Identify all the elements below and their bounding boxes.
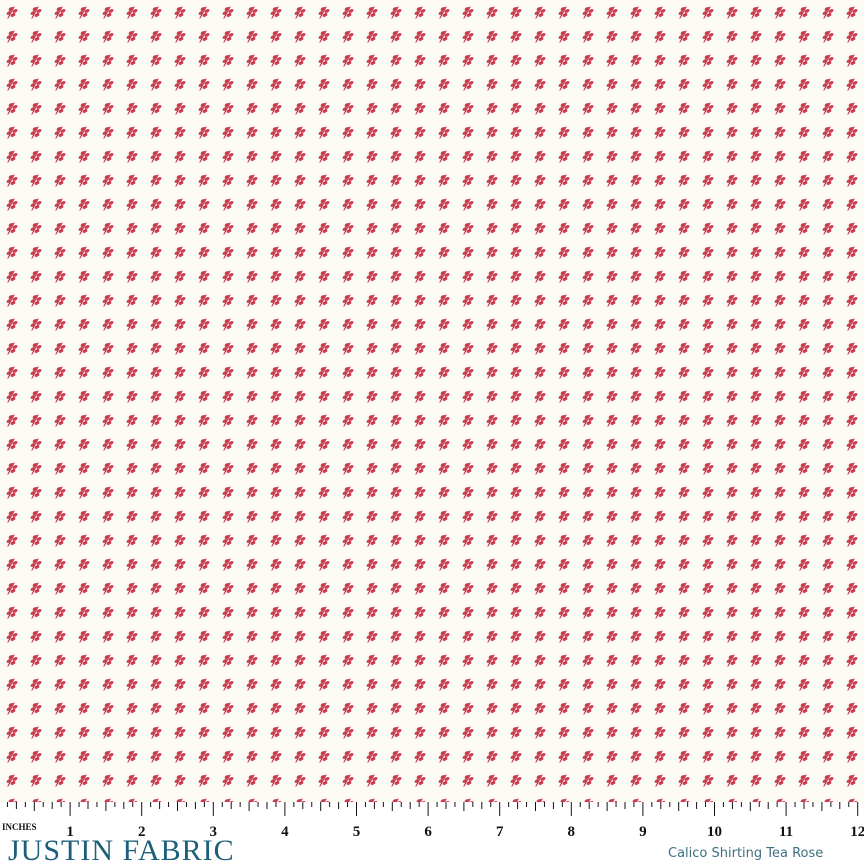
fabric-pattern [0,0,864,802]
ruler-label: 10 [707,824,722,840]
ruler-label: 12 [850,824,864,840]
ruler-label: 5 [353,824,361,840]
ruler-band [0,802,864,864]
ruler-label: 1 [66,824,74,840]
ruler-label: 3 [210,824,218,840]
fabric-caption: Calico Shirting Tea Rose [668,846,823,861]
brand-logo: JUSTIN FABRIC [8,834,235,864]
ruler-label: 4 [281,824,289,840]
ruler-label: 11 [779,824,793,840]
ruler-label: 7 [496,824,504,840]
ruler-ticks [6,802,859,816]
ruler-labels: 1 2 3 4 5 6 7 8 9 10 11 12 [66,824,864,840]
ruler-label: 6 [424,824,432,840]
ruler-label: 9 [639,824,647,840]
ruler-unit: INCHES [2,822,37,832]
ruler-label: 2 [138,824,146,840]
ruler-label: 8 [568,824,576,840]
